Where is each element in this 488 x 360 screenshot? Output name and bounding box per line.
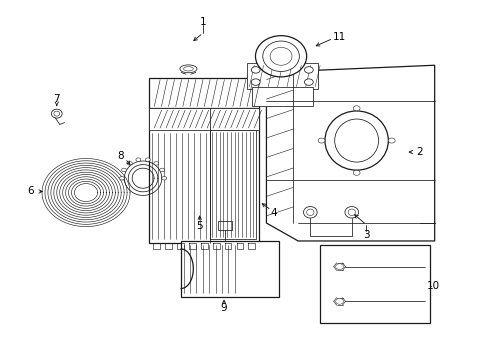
Ellipse shape: [269, 47, 291, 65]
Circle shape: [335, 298, 343, 304]
Circle shape: [145, 158, 150, 162]
Ellipse shape: [344, 207, 358, 218]
Circle shape: [387, 138, 394, 143]
Text: 3: 3: [363, 230, 369, 239]
Circle shape: [162, 176, 166, 180]
Circle shape: [304, 67, 313, 73]
Circle shape: [352, 170, 359, 175]
Ellipse shape: [325, 111, 387, 170]
Ellipse shape: [183, 67, 193, 71]
Circle shape: [318, 138, 325, 143]
Text: 7: 7: [53, 94, 60, 104]
Circle shape: [154, 162, 159, 165]
Text: 11: 11: [332, 32, 346, 41]
Ellipse shape: [334, 119, 378, 162]
Ellipse shape: [347, 209, 355, 216]
Circle shape: [251, 79, 260, 85]
Bar: [251, 87, 312, 107]
Circle shape: [119, 176, 124, 180]
Bar: [209, 130, 255, 239]
Text: 9: 9: [220, 303, 227, 314]
Ellipse shape: [54, 111, 60, 116]
Circle shape: [160, 168, 164, 172]
Ellipse shape: [51, 109, 62, 118]
Text: 8: 8: [117, 150, 123, 161]
Bar: [246, 63, 317, 89]
Text: 2: 2: [415, 147, 422, 157]
Bar: [149, 78, 259, 108]
Circle shape: [127, 162, 132, 165]
Bar: [149, 108, 259, 243]
Bar: [181, 241, 278, 297]
Text: 5: 5: [196, 221, 203, 230]
Ellipse shape: [255, 36, 306, 77]
Text: 6: 6: [27, 186, 34, 197]
Text: 10: 10: [426, 281, 439, 291]
Text: 4: 4: [270, 208, 277, 218]
Circle shape: [122, 168, 126, 172]
Bar: [320, 244, 429, 323]
Ellipse shape: [303, 207, 317, 218]
Circle shape: [304, 79, 313, 85]
Ellipse shape: [180, 65, 197, 73]
Ellipse shape: [262, 41, 299, 72]
Circle shape: [136, 158, 141, 162]
Circle shape: [251, 67, 260, 73]
Bar: [218, 221, 231, 230]
Text: 1: 1: [199, 17, 206, 27]
Circle shape: [335, 264, 343, 270]
Bar: [149, 108, 259, 130]
Ellipse shape: [306, 209, 313, 216]
Circle shape: [352, 106, 359, 111]
